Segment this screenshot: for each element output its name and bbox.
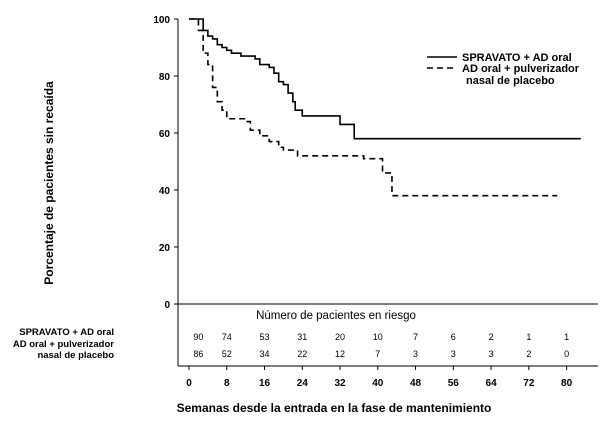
x-tick-label: 24 <box>297 378 309 389</box>
x-tick-label: 56 <box>448 378 460 389</box>
legend-label-2: AD oral + pulverizador <box>462 63 580 75</box>
risk-count: 53 <box>260 332 270 342</box>
legend-label-2-cont: nasal de placebo <box>466 75 555 87</box>
x-axis-title: Semanas desde la entrada en la fase de m… <box>177 401 492 415</box>
y-axis-title: Porcentaje de pacientes sin recaída <box>42 81 56 285</box>
risk-count: 86 <box>193 349 203 359</box>
y-tick-label: 60 <box>159 129 171 140</box>
risk-count: 74 <box>222 332 232 342</box>
risk-count: 2 <box>489 332 494 342</box>
x-tick-label: 8 <box>224 378 230 389</box>
risk-row-label: AD oral + pulverizador <box>13 339 114 350</box>
risk-count: 3 <box>413 349 418 359</box>
x-tick-label: 80 <box>561 378 573 389</box>
series-line-1 <box>189 18 581 140</box>
risk-count: 12 <box>335 349 345 359</box>
x-tick-label: 0 <box>186 378 192 389</box>
x-tick-label: 64 <box>486 378 498 389</box>
risk-count: 34 <box>260 349 270 359</box>
risk-row-label: nasal de placebo <box>37 350 114 361</box>
risk-count: 2 <box>526 349 531 359</box>
risk-count: 7 <box>375 349 380 359</box>
legend-label-1: SPRAVATO + AD oral <box>462 52 572 64</box>
risk-count: 52 <box>222 349 232 359</box>
risk-count: 3 <box>451 349 456 359</box>
x-tick-label: 40 <box>372 378 384 389</box>
x-tick-label: 16 <box>259 378 271 389</box>
risk-table-title: Número de pacientes en riesgo <box>256 310 416 322</box>
risk-count: 1 <box>526 332 531 342</box>
y-tick-label: 80 <box>159 72 171 83</box>
x-tick-label: 48 <box>410 378 422 389</box>
risk-count: 31 <box>297 332 307 342</box>
risk-count: 10 <box>373 332 383 342</box>
series-line-2 <box>189 18 558 197</box>
x-tick-label: 72 <box>523 378 535 389</box>
series-lines <box>189 18 581 197</box>
risk-count: 20 <box>335 332 345 342</box>
x-tick-label: 32 <box>334 378 346 389</box>
y-tick-label: 0 <box>164 300 170 311</box>
y-tick-label: 20 <box>159 243 171 254</box>
risk-count: 6 <box>451 332 456 342</box>
risk-count: 1 <box>564 332 569 342</box>
y-tick-label: 40 <box>159 186 171 197</box>
risk-row-label: SPRAVATO + AD oral <box>19 327 114 338</box>
risk-count: 7 <box>413 332 418 342</box>
risk-count: 3 <box>489 349 494 359</box>
risk-count: 90 <box>193 332 203 342</box>
y-tick-label: 100 <box>153 15 170 26</box>
risk-count: 22 <box>297 349 307 359</box>
risk-count: 0 <box>564 349 569 359</box>
